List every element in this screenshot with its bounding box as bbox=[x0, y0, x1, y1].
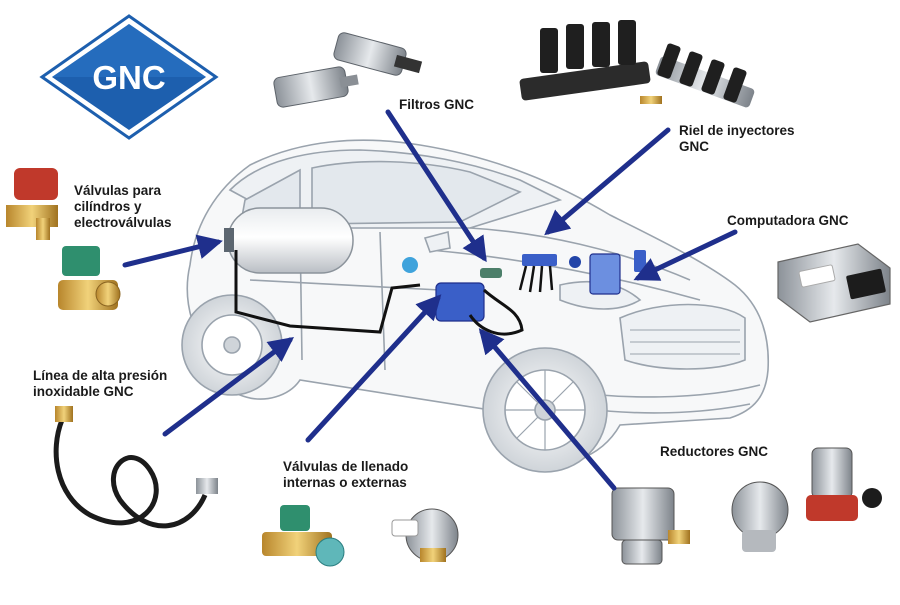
arrows bbox=[122, 109, 738, 491]
filling-valves-image bbox=[262, 505, 459, 567]
label-linea-alta-presion: Línea de alta presión inoxidable GNC bbox=[33, 368, 168, 399]
car-pressure-line bbox=[234, 250, 421, 334]
arrow-pressure-line bbox=[162, 336, 294, 437]
label-riel-inyectores: Riel de inyectores GNC bbox=[679, 123, 795, 154]
car-engine-components bbox=[402, 250, 646, 336]
car-gas-tank bbox=[224, 207, 354, 274]
logo-text: GNC bbox=[92, 59, 165, 96]
label-computadora: Computadora GNC bbox=[727, 213, 849, 228]
cylinder-valves-image bbox=[6, 168, 121, 310]
arrow-filling-valves bbox=[305, 294, 442, 443]
computer-image bbox=[777, 243, 891, 323]
label-filtros: Filtros GNC bbox=[399, 97, 475, 112]
pressure-line-image bbox=[53, 406, 218, 529]
arrow-reducers bbox=[478, 328, 617, 491]
arrow-filters bbox=[385, 109, 487, 263]
arrow-injector-rail bbox=[544, 127, 671, 236]
gnc-logo: GNC bbox=[39, 14, 219, 140]
arrow-cylinder-valves bbox=[122, 234, 223, 268]
label-valvulas-cilindros: Válvulas para cilíndros y electroválvula… bbox=[74, 183, 172, 230]
arrow-computer bbox=[633, 229, 738, 281]
injector-rail-image bbox=[519, 20, 755, 108]
filters-image bbox=[273, 32, 423, 108]
label-valvulas-llenado: Válvulas de llenado internas o externas bbox=[283, 459, 409, 490]
label-reductores: Reductores GNC bbox=[660, 444, 769, 459]
reducers-image bbox=[611, 447, 882, 565]
